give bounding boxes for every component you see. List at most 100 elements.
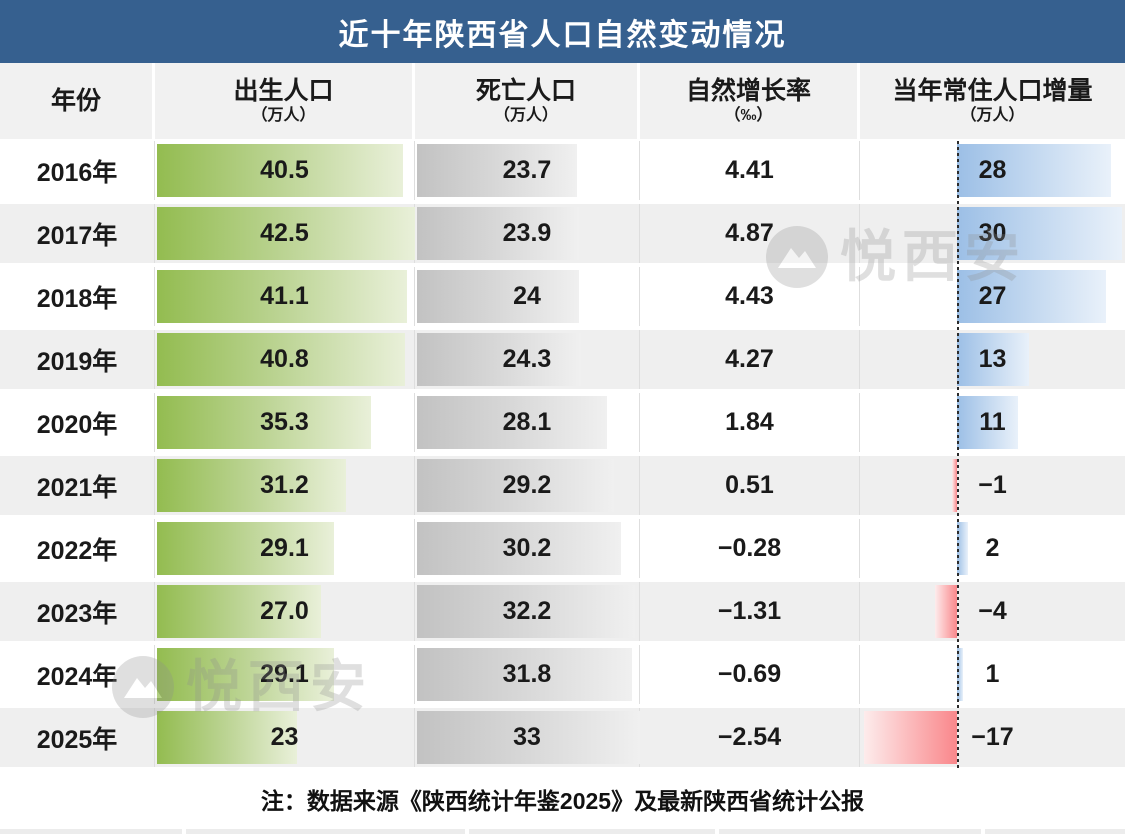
growth-rate-value: 1.84 [725,408,774,436]
resident-increase-cell: 28 [860,141,1125,200]
year-label: 2021年 [36,473,118,502]
birth-cell: 29.1 [155,645,415,704]
growth-rate-value: 4.43 [725,282,774,310]
table-row: 2017年 42.5 23.9 4.87 30 [0,204,1125,267]
year-label: 2022年 [36,536,118,565]
year-label: 2023年 [36,599,118,628]
year-label: 2024年 [36,662,118,691]
year-cell: 2024年 [0,645,155,704]
death-value: 24.3 [502,345,552,373]
birth-cell: 23 [155,708,415,767]
resident-increase-bar [951,459,957,512]
header-resident-increase-label: 当年常住人口增量 [892,77,1093,106]
death-bar [417,333,582,386]
header-year-label: 年份 [50,86,101,115]
header-resident-increase-unit: （万人） [960,106,1025,124]
resident-increase-value: −4 [978,597,1007,625]
footnote: 注：数据来源《陕西统计年鉴2025》及最新陕西省统计公报 [0,771,1125,827]
growth-rate-cell: 4.27 [640,330,860,389]
resident-increase-value: −17 [971,723,1014,751]
growth-rate-cell: 4.43 [640,267,860,326]
resident-increase-value: 28 [978,156,1007,184]
table-row: 2023年 27.0 32.2 −1.31 −4 [0,582,1125,645]
year-cell: 2025年 [0,708,155,767]
death-value: 24 [513,282,541,310]
year-label: 2020年 [36,410,118,439]
death-value: 23.9 [502,219,552,247]
growth-rate-cell: −2.54 [640,708,860,767]
death-bar [417,522,622,575]
resident-increase-cell: 1 [860,645,1125,704]
year-label: 2019年 [36,347,118,376]
resident-increase-bar [957,270,1106,323]
death-bar [417,711,640,764]
year-cell: 2022年 [0,519,155,578]
year-cell: 2019年 [0,330,155,389]
next-table-edge [469,829,715,834]
death-bar [417,648,632,701]
birth-cell: 40.5 [155,141,415,200]
table-row: 2024年 29.1 31.8 −0.69 1 [0,645,1125,708]
table-row: 2016年 40.5 23.7 4.41 28 [0,141,1125,204]
death-cell: 32.2 [415,582,640,641]
death-bar [417,207,579,260]
page-title: 近十年陕西省人口自然变动情况 [338,18,787,52]
header-deaths: 死亡人口 （万人） [415,63,640,139]
table-row: 2020年 35.3 28.1 1.84 11 [0,393,1125,456]
resident-increase-value: 30 [978,219,1007,247]
death-value: 33 [513,723,541,751]
resident-increase-bar [957,144,1111,197]
birth-value: 41.1 [260,282,309,310]
growth-rate-value: 4.41 [725,156,774,184]
resident-increase-bar [957,333,1029,386]
death-cell: 23.9 [415,204,640,263]
resident-increase-bar [957,396,1018,449]
resident-increase-cell: 13 [860,330,1125,389]
header-deaths-unit: （万人） [493,106,558,124]
header-births-label: 出生人口 [233,77,334,106]
footnote-text: 注：数据来源《陕西统计年鉴2025》及最新陕西省统计公报 [260,788,865,814]
death-bar [417,270,580,323]
resident-increase-cell: −17 [860,708,1125,767]
birth-bar [157,648,334,701]
death-value: 29.2 [502,471,552,499]
death-bar [417,459,615,512]
header-year: 年份 [0,63,155,139]
year-cell: 2017年 [0,204,155,263]
birth-value: 40.8 [260,345,309,373]
death-cell: 29.2 [415,456,640,515]
death-cell: 23.7 [415,141,640,200]
resident-increase-cell: 30 [860,204,1125,263]
birth-cell: 41.1 [155,267,415,326]
growth-rate-cell: −1.31 [640,582,860,641]
birth-value: 23 [270,723,299,751]
growth-rate-cell: −0.28 [640,519,860,578]
growth-rate-value: 4.27 [725,345,774,373]
table-row: 2018年 41.1 24 4.43 27 [0,267,1125,330]
birth-cell: 29.1 [155,519,415,578]
growth-rate-value: −2.54 [717,723,782,751]
death-value: 32.2 [502,597,552,625]
death-bar [417,585,635,638]
resident-increase-cell: 11 [860,393,1125,452]
death-cell: 30.2 [415,519,640,578]
birth-cell: 31.2 [155,456,415,515]
next-table-edge [0,829,182,834]
birth-cell: 42.5 [155,204,415,263]
growth-rate-value: −1.31 [717,597,782,625]
year-label: 2017年 [36,221,118,250]
birth-bar [157,711,297,764]
table-row: 2021年 31.2 29.2 0.51 −1 [0,456,1125,519]
birth-bar [157,459,347,512]
resident-increase-bar [957,522,968,575]
growth-rate-cell: 0.51 [640,456,860,515]
growth-rate-value: 4.87 [725,219,774,247]
resident-increase-value: 1 [985,660,1000,688]
death-cell: 31.8 [415,645,640,704]
next-table-edge [985,829,1125,834]
resident-increase-value: 13 [978,345,1007,373]
header-births: 出生人口 （万人） [155,63,415,139]
table-row: 2019年 40.8 24.3 4.27 13 [0,330,1125,393]
resident-increase-cell: 2 [860,519,1125,578]
growth-rate-cell: 4.87 [640,204,860,263]
